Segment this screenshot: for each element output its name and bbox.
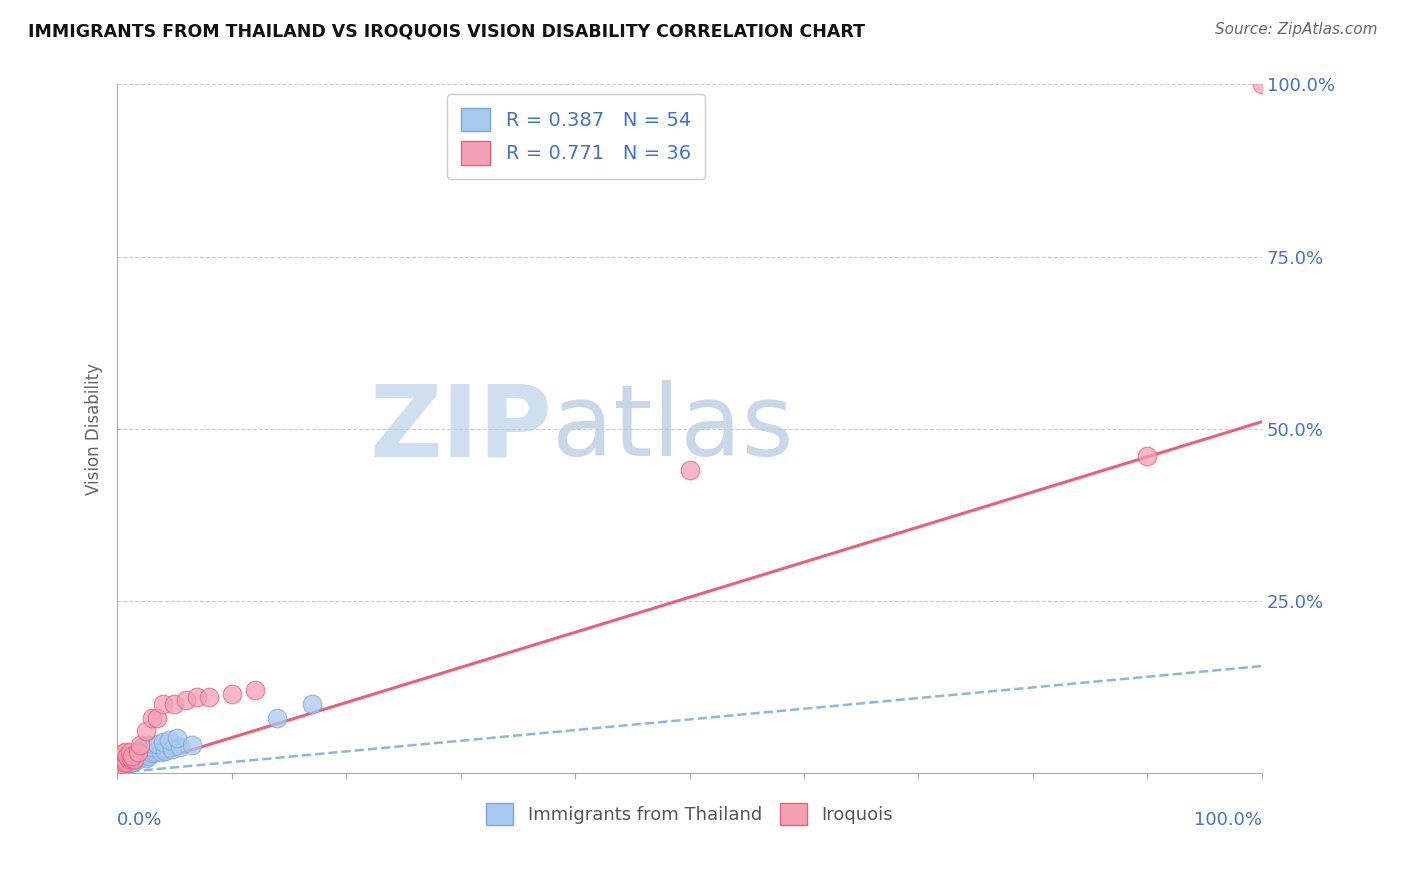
Point xyxy=(114,752,136,766)
Point xyxy=(160,741,183,756)
Point xyxy=(108,757,131,772)
Point xyxy=(110,762,132,776)
Point xyxy=(120,753,142,767)
Point xyxy=(135,724,157,739)
Point xyxy=(141,711,163,725)
Point xyxy=(678,463,700,477)
Point xyxy=(110,753,132,767)
Point xyxy=(129,738,152,752)
Point xyxy=(117,757,139,772)
Point xyxy=(107,762,129,776)
Point xyxy=(120,748,142,763)
Point xyxy=(118,745,141,759)
Point xyxy=(163,697,186,711)
Point xyxy=(1136,449,1159,463)
Text: Source: ZipAtlas.com: Source: ZipAtlas.com xyxy=(1215,22,1378,37)
Point xyxy=(122,756,145,770)
Point xyxy=(169,739,191,754)
Point xyxy=(122,747,145,761)
Point xyxy=(108,756,131,770)
Point xyxy=(110,759,132,773)
Point xyxy=(143,745,166,759)
Point xyxy=(111,760,134,774)
Point xyxy=(108,753,131,767)
Point xyxy=(266,711,288,725)
Point xyxy=(152,735,174,749)
Point xyxy=(117,748,139,763)
Point xyxy=(112,753,135,767)
Point xyxy=(111,759,134,773)
Text: IMMIGRANTS FROM THAILAND VS IROQUOIS VISION DISABILITY CORRELATION CHART: IMMIGRANTS FROM THAILAND VS IROQUOIS VIS… xyxy=(28,22,865,40)
Point xyxy=(146,737,169,751)
Point xyxy=(157,732,180,747)
Point xyxy=(124,745,146,759)
Point xyxy=(152,697,174,711)
Point xyxy=(135,750,157,764)
Point xyxy=(111,748,134,763)
Point xyxy=(120,750,142,764)
Text: ZIP: ZIP xyxy=(370,380,553,477)
Point xyxy=(146,711,169,725)
Point xyxy=(114,745,136,759)
Point xyxy=(112,747,135,761)
Y-axis label: Vision Disability: Vision Disability xyxy=(86,362,103,494)
Point xyxy=(117,750,139,764)
Legend: Immigrants from Thailand, Iroquois: Immigrants from Thailand, Iroquois xyxy=(479,796,900,832)
Point xyxy=(117,752,139,766)
Point xyxy=(111,756,134,770)
Point xyxy=(221,687,243,701)
Point xyxy=(138,738,160,752)
Point xyxy=(118,753,141,767)
Point xyxy=(149,745,172,759)
Point xyxy=(107,756,129,770)
Point xyxy=(1251,78,1274,92)
Point xyxy=(129,750,152,764)
Point xyxy=(111,752,134,766)
Point xyxy=(115,748,138,763)
Point xyxy=(112,757,135,772)
Point xyxy=(243,683,266,698)
Point xyxy=(131,748,153,763)
Point xyxy=(180,738,202,752)
Point xyxy=(127,744,149,758)
Point xyxy=(114,759,136,773)
Point xyxy=(115,756,138,770)
Point xyxy=(131,739,153,754)
Point xyxy=(110,757,132,772)
Point xyxy=(127,752,149,766)
Point xyxy=(107,762,129,776)
Text: 0.0%: 0.0% xyxy=(117,811,163,829)
Point xyxy=(186,690,208,704)
Point xyxy=(127,745,149,759)
Point xyxy=(197,690,219,704)
Point xyxy=(107,759,129,773)
Point xyxy=(124,752,146,766)
Point xyxy=(117,756,139,770)
Point xyxy=(121,748,143,763)
Point xyxy=(135,741,157,756)
Point xyxy=(111,750,134,764)
Point xyxy=(129,741,152,756)
Point xyxy=(110,760,132,774)
Point xyxy=(166,731,188,746)
Point xyxy=(111,752,134,766)
Point xyxy=(301,697,323,711)
Point xyxy=(112,753,135,767)
Point xyxy=(141,739,163,754)
Point xyxy=(114,750,136,764)
Point xyxy=(155,744,177,758)
Point xyxy=(138,748,160,763)
Point xyxy=(115,756,138,770)
Text: atlas: atlas xyxy=(553,380,794,477)
Point xyxy=(124,753,146,767)
Point xyxy=(141,747,163,761)
Point xyxy=(108,760,131,774)
Point xyxy=(174,693,197,707)
Point xyxy=(107,756,129,770)
Text: 100.0%: 100.0% xyxy=(1194,811,1263,829)
Point xyxy=(108,759,131,773)
Point xyxy=(117,752,139,766)
Point xyxy=(111,750,134,764)
